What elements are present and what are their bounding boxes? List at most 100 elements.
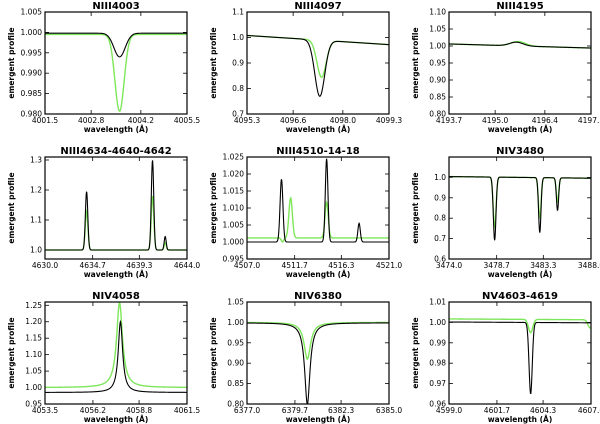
y-axis-label: emergent profile <box>411 317 420 388</box>
plot-frame <box>448 301 592 405</box>
x-tick-label: 4001.5 <box>32 116 58 125</box>
x-axis-label: wavelength (Å) <box>488 270 553 279</box>
y-tick-label: 0.85 <box>429 93 446 102</box>
x-axis-label: wavelength (Å) <box>488 125 553 134</box>
y-axis-label: emergent profile <box>209 317 218 388</box>
y-axis-label: emergent profile <box>7 172 16 243</box>
panel-title: NIV4058 <box>92 291 140 302</box>
y-tick-label: 1.025 <box>223 153 245 162</box>
panel-8: NIV6380 0.80 0.85 0.90 0.95 1.00 1.05 6377.0 637… <box>209 291 402 424</box>
x-tick-label: 4601.7 <box>484 406 510 415</box>
panel-3: NIII4195 0.80 0.85 0.90 0.95 1.00 1.05 1.10 4193… <box>411 1 600 134</box>
y-tick-label: 1.000 <box>223 238 245 247</box>
x-tick-label: 4053.5 <box>32 406 58 415</box>
panel-title: NIV3480 <box>496 146 544 157</box>
y-tick-label: 0.96 <box>429 400 446 409</box>
y-tick-label: 0.85 <box>227 379 244 388</box>
x-tick-label: 4507.0 <box>234 261 260 270</box>
x-tick-label: 4096.6 <box>280 116 306 125</box>
x-tick-label: 4058.8 <box>126 406 152 415</box>
y-tick-label: 0.9 <box>434 193 446 202</box>
y-tick-label: 1.01 <box>429 298 446 307</box>
x-tick-label: 4196.4 <box>532 116 558 125</box>
plot-frame <box>246 11 390 115</box>
plot-frame <box>44 11 188 115</box>
y-tick-label: 1.00 <box>429 318 446 327</box>
series-line-black <box>449 41 591 49</box>
plot-frame <box>44 301 188 405</box>
x-tick-label: 4607.0 <box>578 406 600 415</box>
x-tick-label: 6379.7 <box>282 406 308 415</box>
series-line-black <box>247 34 389 97</box>
y-tick-label: 1.010 <box>223 204 245 213</box>
y-axis-label: emergent profile <box>7 27 16 98</box>
y-tick-label: 0.980 <box>21 110 43 119</box>
x-tick-label: 4197.7 <box>578 116 600 125</box>
y-tick-label: 1.10 <box>429 8 446 17</box>
y-tick-label: 0.90 <box>227 359 244 368</box>
x-tick-label: 4005.5 <box>174 116 200 125</box>
x-tick-label: 4604.3 <box>530 406 556 415</box>
series-line-green <box>449 318 591 334</box>
y-tick-label: 1.3 <box>30 156 42 165</box>
panel-title: NIII4195 <box>496 1 543 12</box>
x-tick-label: 6385.0 <box>376 406 402 415</box>
x-axis-label: wavelength (Å) <box>286 415 351 424</box>
panel-4: NIII4634-4640-4642 1.0 1.1 1.2 1.3 4630.0 4634… <box>7 146 200 279</box>
y-tick-label: 1.0 <box>434 173 446 182</box>
y-tick-label: 0.80 <box>429 110 446 119</box>
x-tick-label: 3474.0 <box>436 261 462 270</box>
y-tick-label: 0.9 <box>232 59 244 68</box>
x-axis-label: wavelength (Å) <box>286 125 351 134</box>
y-axis-label: emergent profile <box>209 27 218 98</box>
y-tick-label: 0.6 <box>434 255 446 264</box>
panel-1: NIII4003 0.980 0.985 0.990 0.995 1.000 1.005 40… <box>7 1 200 134</box>
y-tick-label: 0.98 <box>429 359 446 368</box>
y-tick-label: 1.015 <box>223 187 245 196</box>
x-tick-label: 3478.7 <box>484 261 510 270</box>
x-tick-label: 4098.0 <box>330 116 356 125</box>
x-tick-label: 4193.7 <box>436 116 462 125</box>
y-tick-label: 0.7 <box>232 110 244 119</box>
y-tick-label: 1.020 <box>223 170 245 179</box>
x-axis-label: wavelength (Å) <box>84 415 149 424</box>
x-tick-label: 4004.2 <box>128 116 154 125</box>
y-tick-label: 1.00 <box>227 318 244 327</box>
y-tick-label: 1.20 <box>25 317 42 326</box>
y-tick-label: 0.95 <box>25 400 42 409</box>
y-tick-label: 1.05 <box>429 25 446 34</box>
x-tick-label: 4056.2 <box>80 406 106 415</box>
y-tick-label: 0.995 <box>21 48 43 57</box>
panel-7: NIV4058 0.95 1.00 1.05 1.10 1.15 1.20 1.25 4053.… <box>7 291 200 424</box>
panel-6: NIV3480 0.6 0.7 0.8 0.9 1.0 3474.0 3478.7 3483.3… <box>411 146 600 279</box>
panel-title: NIII4097 <box>294 1 341 12</box>
y-tick-label: 1.15 <box>25 334 42 343</box>
y-tick-label: 1.000 <box>21 28 43 37</box>
series-line-green <box>45 302 187 389</box>
y-axis-label: emergent profile <box>7 317 16 388</box>
panel-title: NIII4634-4640-4642 <box>60 146 171 157</box>
x-axis-label: wavelength (Å) <box>488 415 553 424</box>
plot-frame <box>448 156 592 260</box>
series-line-black <box>449 176 591 241</box>
y-tick-label: 1.2 <box>30 186 42 195</box>
y-tick-label: 0.95 <box>227 338 244 347</box>
y-tick-label: 1.00 <box>25 383 42 392</box>
series-line-green <box>247 196 389 243</box>
panel-title: NIII4510-14-18 <box>276 146 360 157</box>
x-tick-label: 6382.3 <box>328 406 354 415</box>
y-tick-label: 1.05 <box>25 367 42 376</box>
series-line-black <box>247 322 389 404</box>
series-line-black <box>45 319 187 393</box>
plot-frame <box>44 156 188 260</box>
x-tick-label: 4599.0 <box>436 406 462 415</box>
panel-2: NIII4097 0.7 0.8 0.9 1.0 1.1 4095.3 4096.6 4098.… <box>209 1 402 134</box>
x-tick-label: 4002.8 <box>78 116 104 125</box>
x-tick-label: 4630.0 <box>32 261 58 270</box>
x-tick-label: 4644.0 <box>174 261 200 270</box>
y-axis-label: emergent profile <box>209 172 218 243</box>
y-tick-label: 1.1 <box>232 8 244 17</box>
y-tick-label: 0.95 <box>429 59 446 68</box>
